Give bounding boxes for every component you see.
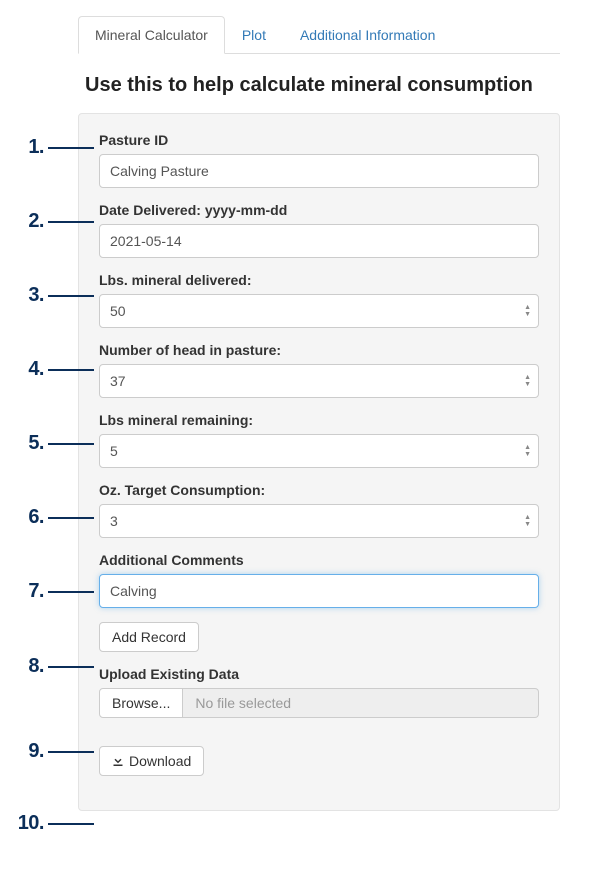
page-heading: Use this to help calculate mineral consu…	[85, 74, 590, 97]
file-status: No file selected	[183, 688, 539, 718]
add-record-button[interactable]: Add Record	[99, 622, 199, 652]
row-add-record: Add Record	[99, 622, 539, 652]
label-date-delivered: Date Delivered: yyyy-mm-dd	[99, 202, 539, 218]
row-download: Download	[99, 746, 539, 776]
tab-bar: Mineral Calculator Plot Additional Infor…	[78, 0, 560, 54]
field-date-delivered: Date Delivered: yyyy-mm-dd	[99, 202, 539, 258]
form-panel: Pasture ID Date Delivered: yyyy-mm-dd Lb…	[78, 113, 560, 811]
field-pasture-id: Pasture ID	[99, 132, 539, 188]
input-pasture-id[interactable]	[99, 154, 539, 188]
label-head-count: Number of head in pasture:	[99, 342, 539, 358]
input-lbs-delivered[interactable]	[99, 294, 539, 328]
browse-button[interactable]: Browse...	[99, 688, 183, 718]
input-head-count[interactable]	[99, 364, 539, 398]
callout-6: 6.	[0, 506, 44, 529]
callout-2: 2.	[0, 210, 44, 233]
callout-10: 10.	[0, 812, 44, 835]
download-icon	[112, 754, 124, 769]
input-comments[interactable]	[99, 574, 539, 608]
field-head-count: Number of head in pasture: ▲▼	[99, 342, 539, 398]
label-target-oz: Oz. Target Consumption:	[99, 482, 539, 498]
field-lbs-remaining: Lbs mineral remaining: ▲▼	[99, 412, 539, 468]
field-target-oz: Oz. Target Consumption: ▲▼	[99, 482, 539, 538]
callout-8: 8.	[0, 655, 44, 678]
download-button-label: Download	[129, 753, 191, 769]
input-target-oz[interactable]	[99, 504, 539, 538]
label-lbs-remaining: Lbs mineral remaining:	[99, 412, 539, 428]
callout-1: 1.	[0, 136, 44, 159]
callout-7: 7.	[0, 580, 44, 603]
label-lbs-delivered: Lbs. mineral delivered:	[99, 272, 539, 288]
label-upload: Upload Existing Data	[99, 666, 539, 682]
download-button[interactable]: Download	[99, 746, 204, 776]
callout-5: 5.	[0, 432, 44, 455]
tab-mineral-calculator[interactable]: Mineral Calculator	[78, 16, 225, 54]
input-date-delivered[interactable]	[99, 224, 539, 258]
row-upload: Upload Existing Data Browse... No file s…	[99, 666, 539, 718]
callout-3: 3.	[0, 284, 44, 307]
callout-4: 4.	[0, 358, 44, 381]
field-comments: Additional Comments	[99, 552, 539, 608]
callout-9: 9.	[0, 740, 44, 763]
label-comments: Additional Comments	[99, 552, 539, 568]
label-pasture-id: Pasture ID	[99, 132, 539, 148]
tab-plot[interactable]: Plot	[225, 16, 283, 54]
input-lbs-remaining[interactable]	[99, 434, 539, 468]
tab-additional-info[interactable]: Additional Information	[283, 16, 452, 54]
field-lbs-delivered: Lbs. mineral delivered: ▲▼	[99, 272, 539, 328]
